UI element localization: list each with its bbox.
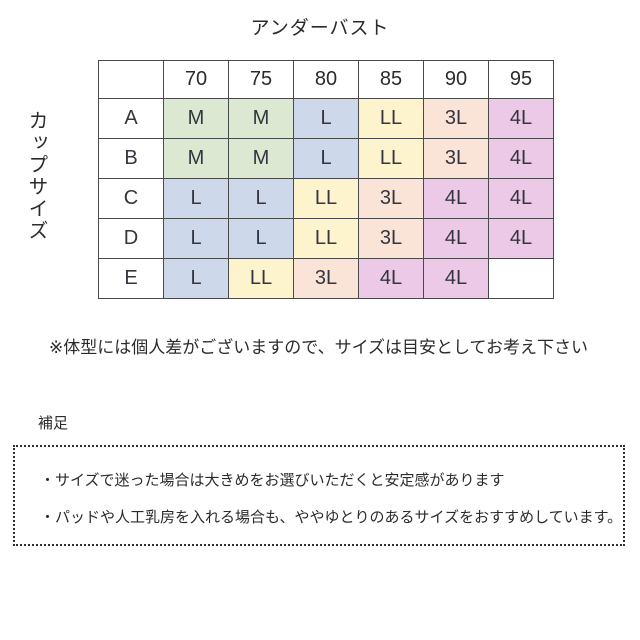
size-disclaimer-note: ※体型には個人差がございますので、サイズは目安としてお考え下さい <box>49 338 589 357</box>
cup-size-axis-label: カップサイズ <box>25 110 47 242</box>
cup-row-header: E <box>98 258 164 299</box>
size-cell: 3L <box>293 258 359 299</box>
table-row: C L L LL 3L 4L 4L <box>98 178 554 219</box>
size-cell: L <box>163 258 229 299</box>
size-cell: 4L <box>488 178 554 219</box>
size-cell: 3L <box>358 218 424 259</box>
size-cell: 4L <box>488 218 554 259</box>
size-cell: L <box>293 98 359 139</box>
size-cell: LL <box>293 178 359 219</box>
size-cell: 3L <box>358 178 424 219</box>
size-cell: 4L <box>423 258 489 299</box>
underbust-title: アンダーバスト <box>250 18 390 39</box>
size-cell: 4L <box>423 178 489 219</box>
size-cell: 3L <box>423 138 489 179</box>
size-cell: M <box>163 98 229 139</box>
cup-row-header: A <box>98 98 164 139</box>
size-cell: LL <box>293 218 359 259</box>
supplement-box: ・サイズで迷った場合は大きめをお選びいただくと安定感があります ・パッドや人工乳… <box>13 445 625 546</box>
underbust-col-header: 95 <box>488 60 554 99</box>
empty-cell <box>488 258 554 299</box>
size-cell: L <box>228 178 294 219</box>
corner-cell <box>98 60 164 99</box>
cup-row-header: D <box>98 218 164 259</box>
size-cell: L <box>163 218 229 259</box>
size-cell: 4L <box>488 138 554 179</box>
size-cell: L <box>163 178 229 219</box>
underbust-col-header: 70 <box>163 60 229 99</box>
size-table-head: 70 75 80 85 90 95 <box>98 60 554 99</box>
supplement-bullet-2: ・パッドや人工乳房を入れる場合も、ややゆとりのあるサイズをおすすめしています。 <box>40 509 623 526</box>
size-cell: LL <box>358 98 424 139</box>
underbust-col-header: 75 <box>228 60 294 99</box>
size-cell: 4L <box>423 218 489 259</box>
supplement-bullet-1: ・サイズで迷った場合は大きめをお選びいただくと安定感があります <box>40 472 505 489</box>
size-cell: L <box>228 218 294 259</box>
size-table: 70 75 80 85 90 95 A M M L LL 3L 4L B M M L LL 3L 4L C L L LL 3L… <box>98 60 554 299</box>
size-cell: 4L <box>358 258 424 299</box>
size-cell: M <box>228 138 294 179</box>
underbust-col-header: 80 <box>293 60 359 99</box>
cup-row-header: C <box>98 178 164 219</box>
underbust-header-row: 70 75 80 85 90 95 <box>98 60 554 99</box>
table-row: D L L LL 3L 4L 4L <box>98 218 554 259</box>
table-row: B M M L LL 3L 4L <box>98 138 554 179</box>
size-cell: 4L <box>488 98 554 139</box>
size-table-body: A M M L LL 3L 4L B M M L LL 3L 4L C L L LL 3L 4L 4L D L L LL 3L 4L… <box>98 98 554 299</box>
size-cell: L <box>293 138 359 179</box>
table-row: A M M L LL 3L 4L <box>98 98 554 139</box>
underbust-col-header: 85 <box>358 60 424 99</box>
size-cell: M <box>228 98 294 139</box>
cup-row-header: B <box>98 138 164 179</box>
size-cell: M <box>163 138 229 179</box>
size-cell: 3L <box>423 98 489 139</box>
size-cell: LL <box>358 138 424 179</box>
size-cell: LL <box>228 258 294 299</box>
table-row: E L LL 3L 4L 4L <box>98 258 554 299</box>
supplement-label: 補足 <box>38 415 69 432</box>
underbust-col-header: 90 <box>423 60 489 99</box>
